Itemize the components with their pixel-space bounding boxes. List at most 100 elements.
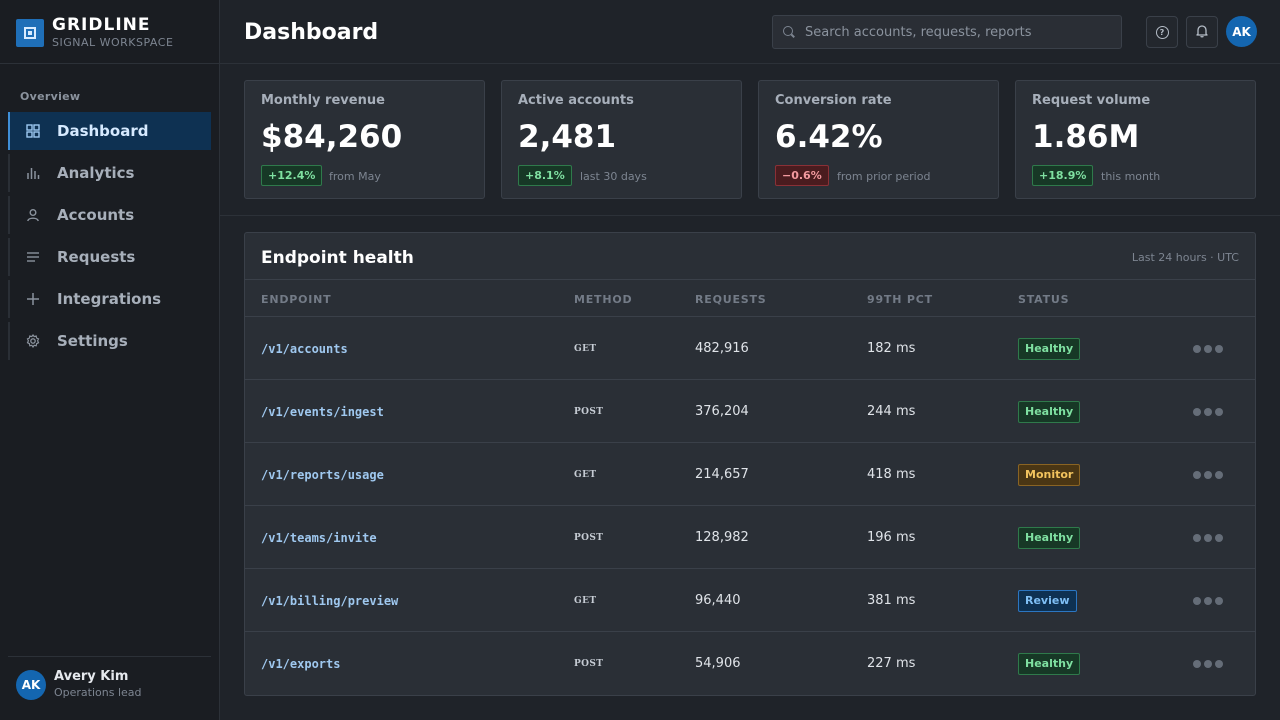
header-avatar[interactable]: AK: [1226, 16, 1257, 47]
endpoint-path[interactable]: /v1/events/ingest: [261, 404, 384, 419]
help-icon: ?: [1155, 25, 1169, 39]
table-row[interactable]: /v1/accounts GET 482,916 182 ms Healthy: [245, 317, 1255, 380]
status-badge: Healthy: [1018, 400, 1081, 423]
http-method: POST: [574, 658, 604, 669]
request-count: 54,906: [695, 656, 741, 671]
nav-section-label: Overview: [20, 90, 81, 103]
endpoint-path[interactable]: /v1/reports/usage: [261, 467, 384, 482]
stat-label: Conversion rate: [775, 93, 892, 108]
stat-card-monthly-revenue: Monthly revenue $84,260 +12.4% from May: [244, 80, 485, 199]
plus-icon: [26, 292, 40, 306]
sidebar-item-integrations[interactable]: Integrations: [8, 280, 211, 318]
stat-delta-badge: +18.9%: [1032, 165, 1094, 186]
sidebar-item-label: Accounts: [57, 206, 135, 224]
avatar: AK: [16, 669, 46, 700]
http-method: POST: [574, 406, 604, 417]
status-badge: Healthy: [1018, 526, 1081, 549]
divider: [220, 215, 1280, 216]
divider: [245, 279, 1255, 280]
status-badge: Healthy: [1018, 652, 1081, 675]
table-row[interactable]: /v1/exports POST 54,906 227 ms Healthy: [245, 632, 1255, 695]
brand[interactable]: GRIDLINE SIGNAL WORKSPACE: [16, 16, 173, 50]
request-count: 482,916: [695, 341, 749, 356]
search-input[interactable]: [805, 24, 1105, 40]
column-header-endpoint[interactable]: ENDPOINT: [261, 293, 332, 306]
p99-latency: 182 ms: [867, 341, 916, 356]
stat-card-request-volume: Request volume 1.86M +18.9% this month: [1015, 80, 1256, 199]
sidebar-item-accounts[interactable]: Accounts: [8, 196, 211, 234]
status-badge: Healthy: [1018, 337, 1081, 360]
page-title: Dashboard: [244, 20, 379, 45]
divider: [245, 316, 1255, 317]
user-name: Avery Kim: [54, 669, 129, 684]
brand-subtitle: SIGNAL WORKSPACE: [52, 36, 174, 49]
top-header: Dashboard ? AK: [220, 0, 1280, 64]
stat-label: Monthly revenue: [261, 93, 385, 108]
stat-label: Request volume: [1032, 93, 1151, 108]
user-role: Operations lead: [54, 686, 142, 699]
sidebar-item-dashboard[interactable]: Dashboard: [8, 112, 211, 150]
grid-square-icon: [16, 19, 44, 47]
stat-card-active-accounts: Active accounts 2,481 +8.1% last 30 days: [501, 80, 742, 199]
column-header-status[interactable]: STATUS: [1018, 293, 1070, 306]
divider: [8, 656, 211, 657]
sidebar-nav: Dashboard Analytics Accounts Requests In…: [8, 112, 211, 364]
gear-icon: [26, 334, 40, 348]
stat-note: last 30 days: [580, 170, 647, 183]
sidebar: GRIDLINE SIGNAL WORKSPACE Overview Dashb…: [0, 0, 220, 720]
stat-delta-badge: +12.4%: [261, 165, 323, 186]
endpoint-path[interactable]: /v1/teams/invite: [261, 530, 377, 545]
table-row[interactable]: /v1/teams/invite POST 128,982 196 ms Hea…: [245, 506, 1255, 569]
sidebar-item-settings[interactable]: Settings: [8, 322, 211, 360]
p99-latency: 381 ms: [867, 593, 916, 608]
search-icon: [783, 26, 795, 38]
divider: [0, 63, 219, 64]
bar-chart-icon: [26, 166, 40, 180]
stat-value: 1.86M: [1032, 119, 1140, 155]
column-header-method[interactable]: METHOD: [574, 293, 633, 306]
status-badge: Review: [1018, 589, 1077, 612]
endpoint-path[interactable]: /v1/billing/preview: [261, 593, 399, 608]
list-lines-icon: [26, 250, 40, 264]
more-actions-icon[interactable]: [1193, 506, 1223, 569]
more-actions-icon[interactable]: [1193, 317, 1223, 380]
sidebar-item-label: Requests: [57, 248, 136, 266]
stat-value: $84,260: [261, 119, 403, 155]
stat-value: 6.42%: [775, 119, 883, 155]
user-icon: [26, 208, 40, 222]
http-method: GET: [574, 343, 597, 354]
endpoint-path[interactable]: /v1/exports: [261, 656, 341, 671]
stat-label: Active accounts: [518, 93, 634, 108]
endpoint-health-panel: Endpoint health Last 24 hours · UTC ENDP…: [244, 232, 1256, 696]
more-actions-icon[interactable]: [1193, 380, 1223, 443]
dashboard-grid-icon: [26, 124, 40, 138]
stat-card-conversion-rate: Conversion rate 6.42% −0.6% from prior p…: [758, 80, 999, 199]
more-actions-icon[interactable]: [1193, 632, 1223, 695]
sidebar-item-requests[interactable]: Requests: [8, 238, 211, 276]
endpoint-path[interactable]: /v1/accounts: [261, 341, 348, 356]
table-row[interactable]: /v1/events/ingest POST 376,204 244 ms He…: [245, 380, 1255, 443]
sidebar-item-label: Settings: [57, 332, 128, 350]
column-header-requests[interactable]: REQUESTS: [695, 293, 767, 306]
column-header-p99[interactable]: 99TH PCT: [867, 293, 933, 306]
panel-timeframe: Last 24 hours · UTC: [1131, 251, 1239, 264]
bell-icon: [1195, 23, 1209, 42]
status-badge: Monitor: [1018, 463, 1081, 486]
more-actions-icon[interactable]: [1193, 569, 1223, 632]
table-row[interactable]: /v1/billing/preview GET 96,440 381 ms Re…: [245, 569, 1255, 632]
stat-value: 2,481: [518, 119, 617, 155]
help-button[interactable]: ?: [1146, 16, 1178, 48]
sidebar-item-label: Dashboard: [57, 122, 149, 140]
search-box[interactable]: [772, 15, 1122, 49]
sidebar-item-analytics[interactable]: Analytics: [8, 154, 211, 192]
p99-latency: 418 ms: [867, 467, 916, 482]
http-method: GET: [574, 469, 597, 480]
table-row[interactable]: /v1/reports/usage GET 214,657 418 ms Mon…: [245, 443, 1255, 506]
notifications-button[interactable]: [1186, 16, 1218, 48]
stat-note: from prior period: [837, 170, 931, 183]
request-count: 376,204: [695, 404, 749, 419]
more-actions-icon[interactable]: [1193, 443, 1223, 506]
request-count: 96,440: [695, 593, 741, 608]
stat-note: from May: [329, 170, 381, 183]
user-profile[interactable]: AK Avery Kim Operations lead: [16, 669, 142, 700]
